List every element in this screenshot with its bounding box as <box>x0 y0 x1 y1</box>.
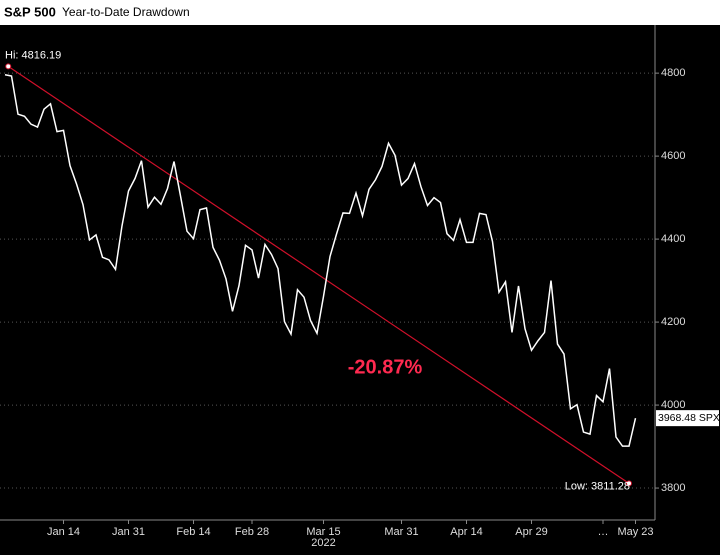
x-tick-label: Apr 29 <box>515 526 547 538</box>
last-value-box <box>656 410 719 427</box>
price-line <box>4 74 637 447</box>
y-tick-label: 4800 <box>661 67 685 79</box>
x-group-label: 2022 <box>311 537 335 549</box>
x-tick-label: Mar 31 <box>384 526 418 538</box>
trend-line <box>7 65 630 484</box>
high-marker <box>5 63 12 70</box>
x-tick-label: Jan 31 <box>112 526 145 538</box>
y-tick-label: 4000 <box>661 399 685 411</box>
x-tick-label: … <box>598 526 609 538</box>
x-tick-label: Apr 14 <box>450 526 482 538</box>
drawdown-label: -20.87% <box>348 356 423 378</box>
y-tick-label: 4600 <box>661 150 685 162</box>
low-marker <box>626 480 632 487</box>
chart-subtitle: Year-to-Date Drawdown <box>62 5 190 19</box>
x-tick-label: May 23 <box>617 526 653 538</box>
high-label: Hi: 4816.19 <box>5 49 61 61</box>
x-tick-label: Mar 15 <box>306 526 340 538</box>
last-value-label: 3968.48 SPX <box>658 412 720 424</box>
y-tick-label: 4400 <box>661 233 685 245</box>
x-tick-label: Feb 14 <box>176 526 210 538</box>
y-tick-label: 3800 <box>661 482 685 494</box>
title-bar <box>0 0 720 25</box>
x-tick-label: Feb 28 <box>235 526 269 538</box>
x-tick-label: Jan 14 <box>47 526 80 538</box>
low-label: Low: 3811.28 <box>565 480 630 492</box>
y-tick-label: 4200 <box>661 316 685 328</box>
chart-title: S&P 500 <box>4 4 56 19</box>
